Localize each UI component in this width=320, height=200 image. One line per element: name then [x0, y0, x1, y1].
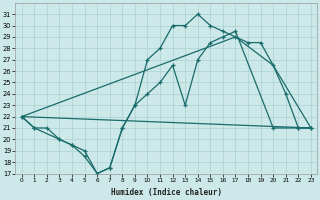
X-axis label: Humidex (Indice chaleur): Humidex (Indice chaleur) — [111, 188, 222, 197]
